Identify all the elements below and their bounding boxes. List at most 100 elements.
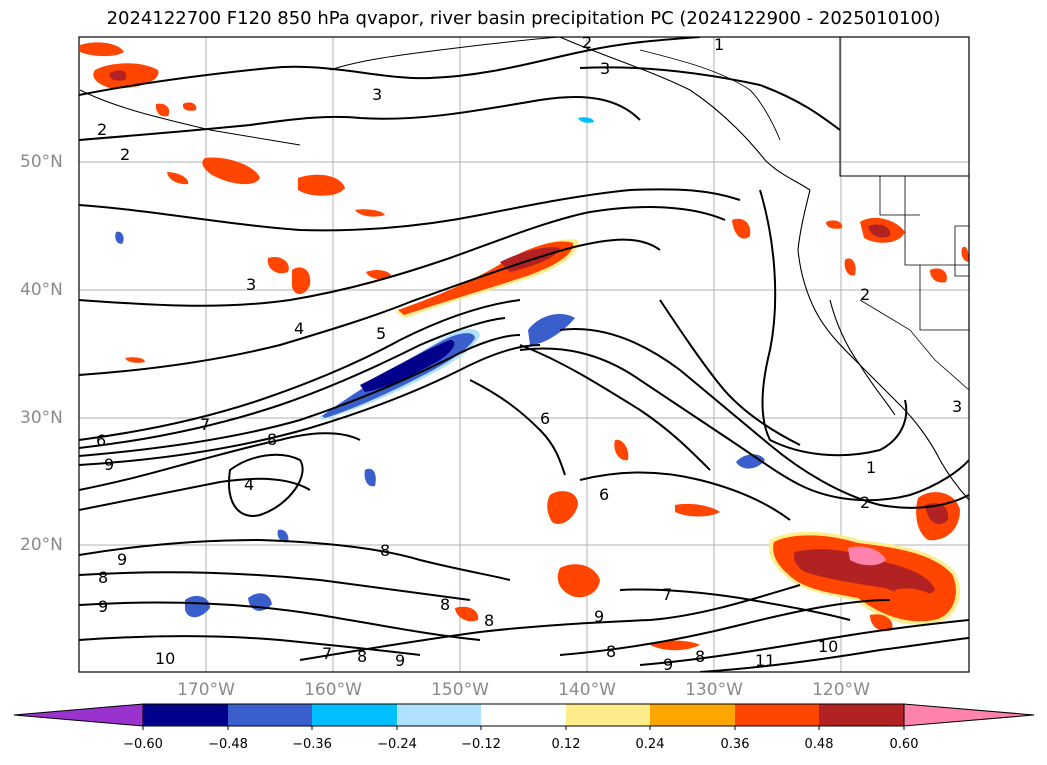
contour-label: 8 [357, 647, 367, 666]
lon-label: 170°W [177, 680, 235, 700]
contour-9 [79, 344, 541, 466]
precip-neg-h [578, 117, 594, 123]
precip-baja-blob2 [870, 614, 893, 632]
contour-label: 7 [200, 415, 210, 434]
contour-label: 4 [244, 475, 254, 494]
contour-1 [519, 347, 969, 502]
contour-9-south [79, 571, 471, 601]
contour-8 [79, 334, 521, 457]
precip-blob-aleutian2 [298, 174, 345, 196]
colorbar-tick-label: 0.24 [635, 737, 665, 752]
precip-baja-blob [895, 588, 945, 615]
precip-blob-nw1-core [109, 70, 127, 81]
contour-3-ne [579, 66, 841, 131]
colorbar-tick-label: −0.48 [208, 737, 248, 752]
contour-5 [79, 238, 661, 376]
contour-label: 8 [267, 430, 277, 449]
coast-alaska-bc [559, 37, 811, 191]
precip-blob-mid4 [614, 439, 629, 461]
coast-aleutians [79, 89, 301, 146]
contour-label: 8 [440, 595, 450, 614]
colorbar-segment [735, 704, 819, 726]
coast-alaska-south [329, 37, 561, 71]
colorbar-tick-label: 0.12 [551, 737, 581, 752]
lon-label: 130°W [685, 680, 743, 700]
precip-us-blob3 [930, 268, 947, 283]
colorbar-extend-low [13, 703, 144, 727]
precip-blob-aleutian1 [202, 157, 260, 185]
contour-label: 10 [155, 649, 175, 668]
contour-label: 8 [484, 611, 494, 630]
contour-8-se [559, 599, 891, 656]
contour-9c [79, 477, 311, 511]
coast-bc-islands [639, 49, 781, 141]
coastlines [79, 37, 969, 501]
contour-3-north [79, 37, 701, 96]
border-us-mexico [859, 299, 969, 391]
contour-label: 8 [695, 647, 705, 666]
precip-blob-c [355, 209, 385, 217]
contour-label: 8 [606, 642, 616, 661]
contour-labels: 1 2 3 3 2 2 3 4 5 6 7 8 9 4 6 6 1 2 8 9 … [96, 37, 962, 672]
precip-mexico-core [925, 503, 949, 525]
precip-us-blob5 [961, 246, 969, 262]
lon-label: 150°W [431, 680, 489, 700]
precip-blob-nw0 [80, 42, 124, 57]
precip-blob-b [292, 267, 311, 295]
colorbar-frame [142, 703, 905, 727]
contour-6-c [469, 379, 566, 476]
precip-se-max [848, 546, 886, 566]
contour-label: 9 [104, 455, 114, 474]
precip-us-blob4 [826, 220, 843, 229]
lon-label: 140°W [558, 680, 616, 700]
colorbar-tick-label: 0.36 [720, 737, 750, 752]
contour-2 [559, 328, 969, 509]
contour-4 [79, 206, 726, 307]
precip-blob-mid3 [675, 503, 720, 517]
contour-9-south2 [79, 601, 481, 641]
border-states [904, 176, 969, 266]
colorbar-segment [819, 704, 904, 726]
precip-blob-g [182, 102, 197, 111]
colorbar-segment [228, 704, 312, 726]
contour-6-b [519, 344, 711, 471]
qvapor-contours [79, 37, 969, 672]
colorbar-tick-label: −0.12 [461, 737, 501, 752]
lon-label: 160°W [304, 680, 362, 700]
contour-label: 3 [600, 59, 610, 78]
contour-label: 9 [395, 651, 405, 670]
contour-label: 6 [540, 409, 550, 428]
contour-9b [79, 432, 361, 491]
colorbar-segment [481, 704, 566, 726]
contour-label: 8 [98, 568, 108, 587]
contour-label: 5 [376, 324, 386, 343]
contour-label: 7 [662, 585, 672, 604]
colorbar [13, 703, 1035, 730]
contour-label: 3 [952, 397, 962, 416]
map-title: 2024122700 F120 850 hPa qvapor, river ba… [106, 8, 941, 29]
colorbar-extend-high [903, 703, 1035, 727]
contour-label: 6 [96, 431, 106, 450]
precip-neg-i [277, 529, 289, 543]
colorbar-segment [566, 704, 650, 726]
contour-6 [79, 299, 521, 441]
precip-us-blob1-core [868, 224, 891, 238]
contour-label: 9 [98, 597, 108, 616]
precip-blob-f [125, 357, 145, 363]
contour-label: 2 [120, 145, 130, 164]
precip-blob-e [366, 269, 392, 280]
precip-neg-f [115, 231, 124, 244]
contour-label: 8 [380, 541, 390, 560]
precip-se-high [793, 549, 935, 596]
contour-2-north [79, 95, 641, 141]
contour-inner [659, 299, 801, 446]
colorbar-tick-label: −0.36 [292, 737, 332, 752]
colorbar-segment [312, 704, 397, 726]
colorbar-tick-label: 0.60 [889, 737, 919, 752]
precip-blob-mid6 [650, 640, 700, 651]
border-canada-alaska [839, 37, 969, 177]
precip-blob-d [167, 172, 189, 185]
contour-7-se [619, 588, 851, 621]
precip-neg-b [528, 314, 575, 345]
